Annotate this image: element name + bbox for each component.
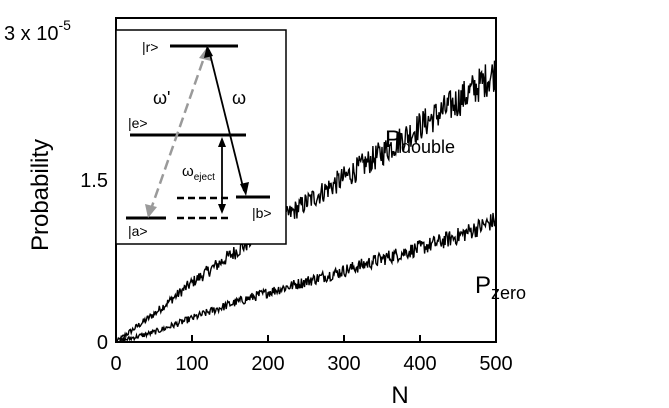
series-label-double-sub: double xyxy=(401,137,455,157)
omega-arrowhead-bottom xyxy=(240,182,249,196)
omega-label: ω xyxy=(232,88,246,108)
series-label-zero-sub: zero xyxy=(491,283,526,303)
omega-eject-sub: eject xyxy=(194,172,215,183)
series-label-double-main: P xyxy=(385,126,401,153)
y-tick-label: 0 xyxy=(97,332,108,354)
x-tick-label: 200 xyxy=(251,353,284,375)
inset-diagram: |r> |e> |a> |b> ω' ω ωeject xyxy=(115,29,287,245)
y-top-label-exponent: -5 xyxy=(58,17,71,33)
level-b-label: |b> xyxy=(252,205,272,221)
level-r-label: |r> xyxy=(142,39,158,55)
x-tick-label: 500 xyxy=(479,353,512,375)
y-axis-label: Probability xyxy=(27,139,54,251)
y-top-label: 3 x 10-5 xyxy=(4,17,71,45)
omega-prime-arrow xyxy=(148,51,208,213)
omega-arrow xyxy=(208,49,245,192)
omega-eject-main: ω xyxy=(182,163,194,180)
x-tick-label: 300 xyxy=(327,353,360,375)
omega-eject-label: ωeject xyxy=(182,163,215,183)
series-label-zero-main: P xyxy=(475,272,491,299)
omega-arrowhead-top xyxy=(204,45,213,58)
series-label-double: Pdouble xyxy=(385,126,455,157)
x-tick-label: 0 xyxy=(110,353,121,375)
x-tick-label: 100 xyxy=(175,353,208,375)
x-axis-label: N xyxy=(391,382,408,408)
omega-prime-label: ω' xyxy=(153,88,171,108)
omega-prime-arrowhead-bottom xyxy=(145,204,157,218)
series-line-double xyxy=(115,60,497,344)
y-tick-label: 1.5 xyxy=(80,170,108,192)
y-top-label-base: 3 x 10 xyxy=(4,23,58,45)
x-tick-label: 400 xyxy=(403,353,436,375)
x-ticks: 0 100 200 300 400 500 xyxy=(110,335,513,375)
omega-eject-arrowhead-bottom xyxy=(218,204,226,214)
omega-eject-arrowhead-top xyxy=(218,137,226,147)
level-e-label: |e> xyxy=(128,115,148,131)
level-a-label: |a> xyxy=(128,223,148,239)
series-line-zero xyxy=(116,212,497,343)
series-label-zero: Pzero xyxy=(475,272,526,303)
series-lines xyxy=(115,60,497,344)
